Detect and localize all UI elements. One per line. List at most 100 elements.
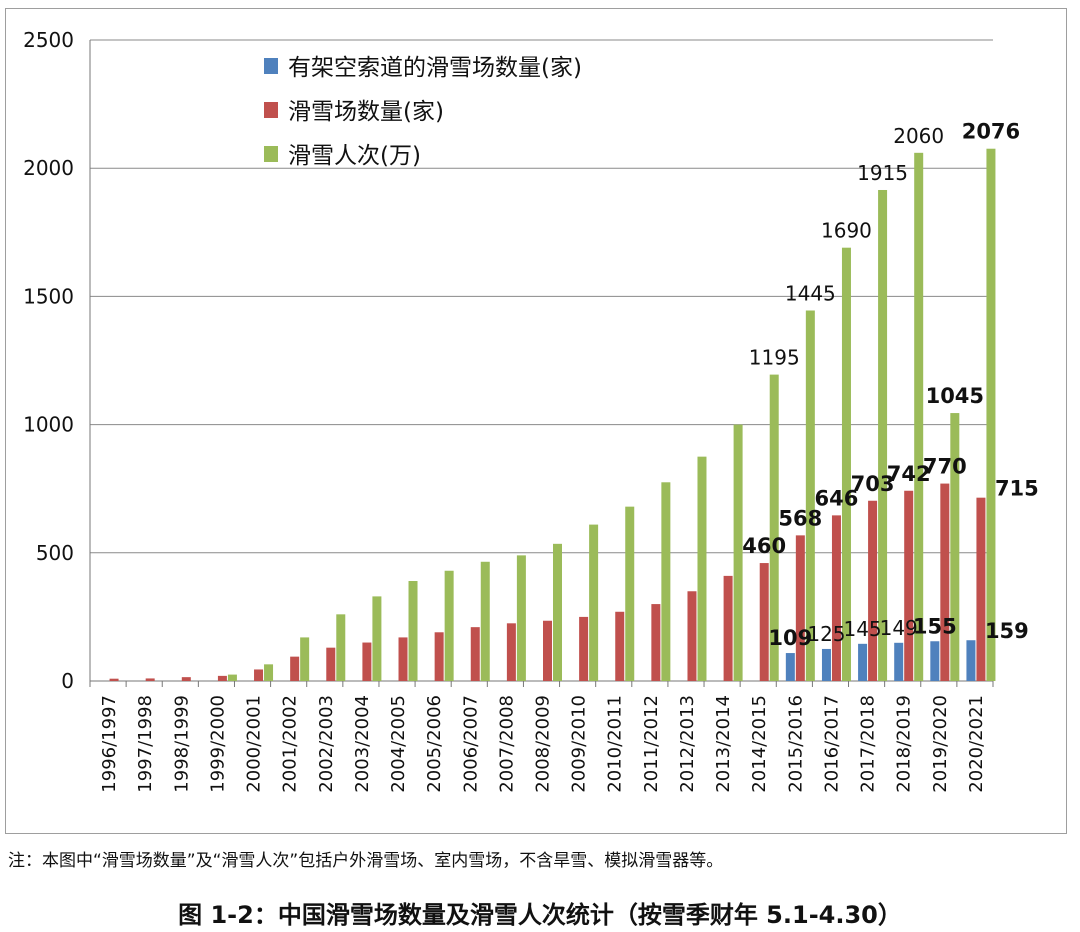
x-tick-label: 2008/2009 [533,695,554,793]
chart-frame: 0 500 1000 1500 2000 2500 1996/1997 1997/1998 19… [5,8,1067,834]
y-tick-label: 0 [61,669,74,693]
bar-series0-2018/2019 [894,642,904,681]
bar-series2-2010/2011 [625,506,635,681]
bar-series1-2015/2016 [795,535,805,681]
bar-series2-2002/2003 [336,614,346,681]
data-label: 703 [851,472,895,496]
bar-series0-2019/2020 [930,641,940,681]
x-tick-label: 2018/2019 [894,695,915,793]
bar-series2-2012/2013 [697,456,707,681]
data-label: 149 [880,616,918,640]
y-tick-label: 2500 [23,28,74,52]
x-tick-label: 2017/2018 [858,695,879,793]
bar-series1-2000/2001 [254,669,264,681]
data-label: 460 [742,534,786,558]
bar-series1-2014/2015 [759,563,769,681]
bar-series1-2013/2014 [723,575,733,681]
bar-series2-2007/2008 [516,555,526,681]
data-label: 1195 [749,346,800,370]
x-tick-label: 2014/2015 [749,695,770,793]
bar-series2-2018/2019 [914,152,924,682]
bar-series2-2009/2010 [589,524,599,681]
y-tick-label: 500 [36,541,74,565]
figure-caption: 图 1-2：中国滑雪场数量及滑雪人次统计（按雪季财年 5.1-4.30） [178,901,902,929]
bar-series1-2020/2021 [976,497,986,681]
x-tick-label: 2020/2021 [966,695,987,793]
bar-series2-2015/2016 [805,310,815,681]
bar-series2-2008/2009 [553,543,562,681]
chart-svg: 0 500 1000 1500 2000 2500 1996/1997 1997/1998 19… [23,28,1039,793]
bar-series1-2018/2019 [904,490,914,681]
bar-series2-2011/2012 [661,482,671,681]
x-tick-label: 2005/2006 [424,695,445,793]
legend-label-1: 滑雪场数量(家) [288,99,444,125]
bar-series1-2003/2004 [362,642,372,681]
chart-note: 注：本图中“滑雪场数量”及“滑雪人次”包括户外滑雪场、室内雪场，不含旱雪、模拟滑… [8,851,724,871]
data-label: 1445 [785,282,836,306]
x-tick-label: 2013/2014 [713,695,734,793]
bar-series1-2008/2009 [543,620,552,681]
bar-series2-2004/2005 [408,581,418,681]
x-tick-label: 2019/2020 [930,695,951,793]
data-label: 568 [778,506,822,530]
x-tick-label: 2000/2001 [244,695,265,793]
bar-series1-2005/2006 [434,632,444,681]
bar-series0-2016/2017 [821,648,831,681]
bar-series2-2017/2018 [878,189,888,681]
bar-series2-2019/2020 [950,413,960,681]
bar-series1-1999/2000 [217,675,227,681]
x-tick-label: 2004/2005 [388,695,409,793]
bar-series1-2002/2003 [326,647,336,681]
legend-swatch-2 [264,146,278,162]
bar-series2-2014/2015 [769,374,779,681]
data-label: 742 [887,462,931,486]
x-tick-label: 2016/2017 [821,695,842,793]
bar-series1-1996/1997 [109,678,119,681]
data-label: 1915 [857,161,908,185]
bar-series0-2017/2018 [858,643,868,681]
bar-series1-2011/2012 [651,604,661,681]
x-tick-label: 2002/2003 [316,695,337,793]
bar-series2-2016/2017 [841,247,851,681]
bar-series1-1997/1998 [145,678,155,681]
data-label: 155 [913,614,957,638]
x-tick-label: 2001/2002 [280,695,301,793]
bar-series1-2012/2013 [687,591,697,681]
legend-label-0: 有架空索道的滑雪场数量(家) [288,55,582,81]
x-tick-label: 2011/2012 [641,695,662,793]
bar-series2-2005/2006 [444,570,454,681]
bar-series1-2009/2010 [579,616,589,681]
x-tick-label: 2007/2008 [496,695,517,793]
data-label: 770 [923,455,967,479]
legend-swatch-1 [264,102,278,118]
x-tick-label: 1999/2000 [207,695,228,793]
x-tick-label: 1996/1997 [99,695,120,793]
y-tick-label: 2000 [23,156,74,180]
bar-series2-2013/2014 [733,424,743,681]
y-tick-label: 1000 [23,413,74,437]
bar-series2-2020/2021 [986,148,996,681]
x-tick-label: 2009/2010 [569,695,590,793]
data-label: 646 [815,486,859,510]
bar-series1-2004/2005 [398,637,408,681]
legend-label-2: 滑雪人次(万) [288,143,421,169]
x-tick-label: 1998/1999 [171,695,192,793]
bar-series1-2019/2020 [940,483,950,681]
data-label: 2076 [962,120,1020,144]
data-label: 1690 [821,219,872,243]
data-label: 125 [807,622,845,646]
bar-series1-2016/2017 [831,515,841,681]
y-tick-label: 1500 [23,284,74,308]
bar-series0-2015/2016 [785,653,795,681]
x-tick-label: 1997/1998 [135,695,156,793]
x-tick-label: 2006/2007 [460,695,481,793]
bar-series1-2006/2007 [470,627,480,681]
bar-series0-2020/2021 [966,640,976,681]
data-label: 715 [995,477,1039,501]
bar-series1-2007/2008 [506,623,516,681]
legend-swatch-0 [264,58,278,74]
x-tick-label: 2015/2016 [785,695,806,793]
data-label: 1045 [926,384,984,408]
bar-series1-2001/2002 [290,656,300,681]
bar-series2-2006/2007 [480,561,490,681]
